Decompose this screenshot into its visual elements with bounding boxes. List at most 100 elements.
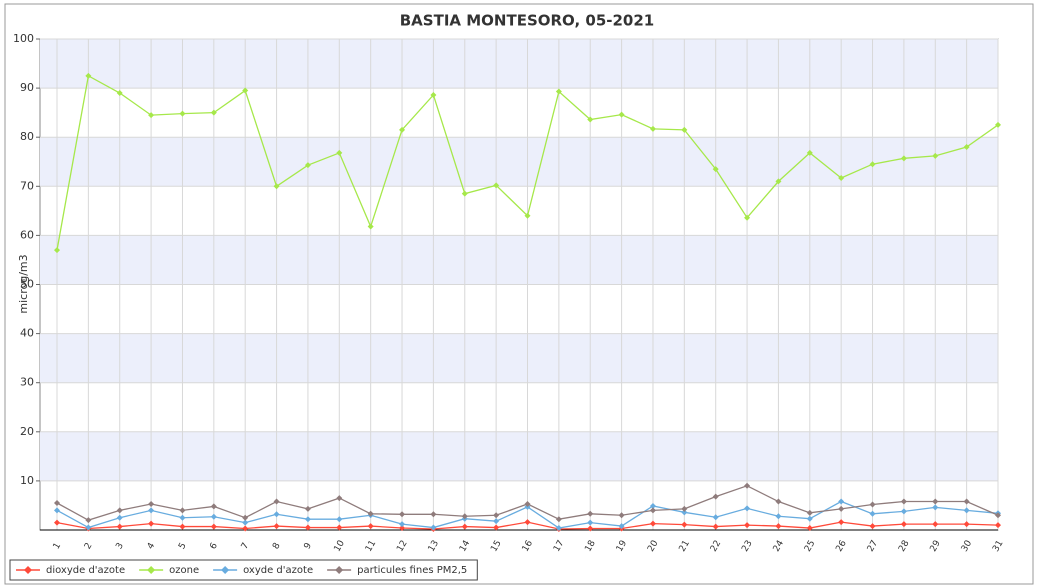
point	[367, 523, 374, 530]
point	[806, 509, 813, 516]
point	[273, 498, 280, 505]
y-tick-label: 90	[20, 81, 34, 94]
x-tick-label: 16	[521, 539, 536, 554]
x-tick-label: 15	[489, 539, 503, 554]
x-tick-label: 13	[427, 539, 441, 554]
point	[555, 516, 562, 523]
point	[273, 511, 280, 518]
point	[116, 523, 123, 530]
y-tick-label: 70	[20, 179, 34, 192]
legend-marker	[335, 566, 344, 574]
x-tick-label: 25	[803, 539, 817, 554]
point	[838, 498, 845, 505]
point	[54, 247, 60, 254]
point	[963, 498, 970, 505]
point	[838, 174, 845, 181]
point	[493, 512, 500, 519]
x-tick-label: 31	[991, 539, 1005, 554]
x-tick-label: 3	[114, 541, 126, 551]
band	[40, 137, 998, 187]
point	[681, 126, 688, 133]
band	[40, 431, 998, 481]
point	[242, 87, 249, 94]
x-tick-label: 5	[177, 541, 189, 551]
point	[304, 505, 311, 512]
point	[367, 510, 374, 517]
point	[148, 112, 155, 119]
point	[210, 109, 217, 116]
point	[179, 514, 186, 521]
point	[524, 212, 531, 219]
x-tick-label: 29	[929, 539, 944, 554]
point	[54, 507, 60, 514]
point	[336, 149, 343, 156]
point	[618, 111, 625, 118]
point	[304, 516, 311, 523]
point	[649, 520, 656, 527]
point	[179, 507, 186, 514]
point	[681, 505, 688, 512]
point	[304, 524, 311, 531]
point	[116, 90, 123, 97]
point	[430, 511, 437, 518]
point	[806, 149, 813, 156]
x-tick-label: 10	[333, 539, 348, 554]
point	[869, 523, 876, 530]
point	[618, 523, 625, 530]
x-tick-label: 18	[583, 539, 598, 554]
y-tick-label: 20	[20, 425, 34, 438]
point	[524, 500, 531, 507]
point	[681, 509, 688, 516]
point	[963, 144, 970, 151]
point	[242, 514, 249, 521]
point	[744, 505, 751, 512]
x-tick-label: 17	[552, 539, 566, 554]
point	[493, 518, 500, 525]
point	[430, 524, 437, 531]
point	[336, 516, 343, 523]
x-tick-label: 6	[209, 541, 221, 551]
band	[40, 39, 998, 89]
point	[148, 500, 155, 507]
y-axis-label: microg/m3	[17, 254, 30, 313]
point	[932, 498, 939, 505]
point	[649, 507, 656, 514]
point	[995, 121, 1001, 128]
point	[932, 504, 939, 511]
point	[681, 521, 688, 528]
x-tick-label: 12	[395, 539, 409, 554]
x-tick-label: 9	[303, 541, 315, 551]
point	[744, 214, 751, 221]
x-tick-label: 21	[678, 539, 692, 554]
x-tick-label: 24	[772, 539, 787, 554]
point	[336, 495, 343, 502]
point	[963, 521, 970, 528]
point	[116, 514, 123, 521]
point	[775, 498, 782, 505]
point	[963, 507, 970, 514]
y-tick-label: 80	[20, 130, 34, 143]
point	[995, 522, 1001, 529]
point	[900, 508, 907, 515]
point	[838, 505, 845, 512]
x-tick-label: 22	[709, 539, 723, 554]
point	[85, 72, 92, 79]
point	[806, 515, 813, 522]
x-tick-label: 8	[271, 541, 283, 551]
legend-marker	[24, 566, 32, 574]
point	[493, 182, 500, 189]
x-tick-label: 20	[646, 539, 661, 554]
y-tick-label: 50	[20, 278, 34, 291]
legend-marker	[221, 566, 230, 574]
point	[869, 501, 876, 508]
point	[273, 183, 280, 190]
point	[587, 116, 594, 123]
x-tick-label: 26	[834, 539, 849, 554]
point	[273, 523, 280, 530]
point	[461, 513, 468, 520]
point	[210, 523, 217, 530]
point	[555, 88, 562, 95]
point	[587, 519, 594, 526]
point	[399, 511, 406, 518]
